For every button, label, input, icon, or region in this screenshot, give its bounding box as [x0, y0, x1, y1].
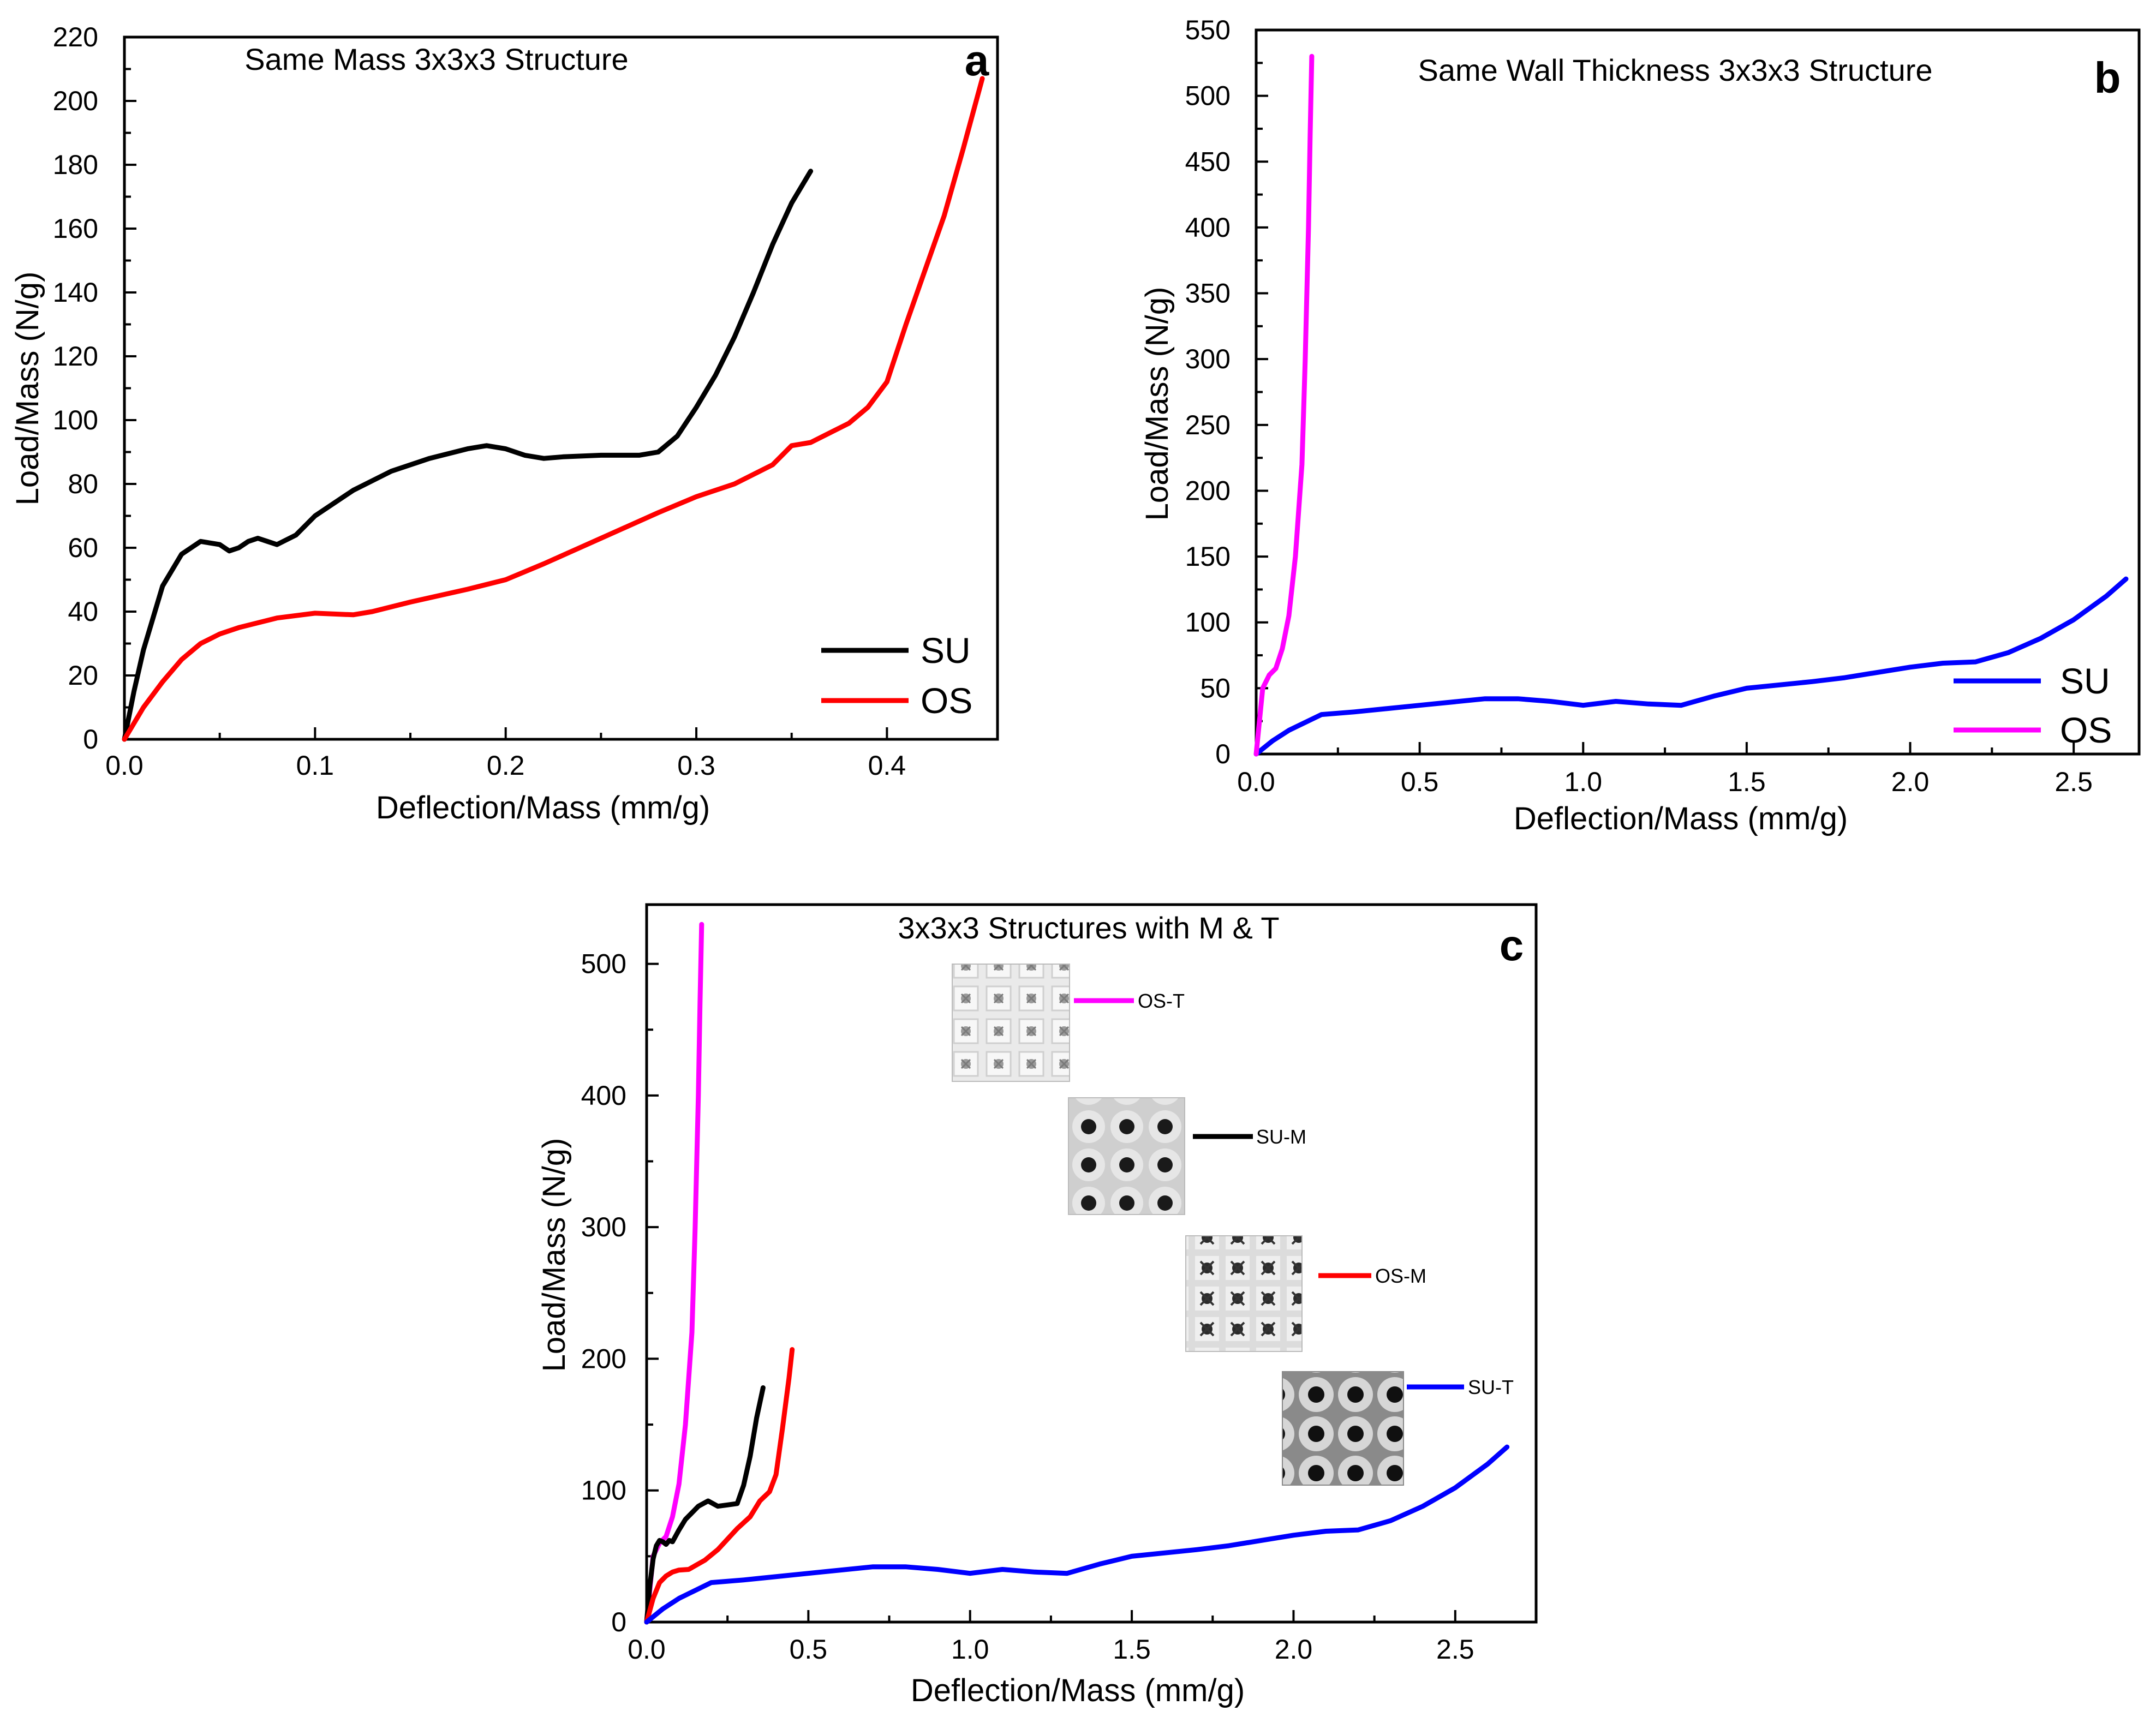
panel-a-title: Same Mass 3x3x3 Structure: [244, 42, 628, 76]
panel-b-y-tick-label: 350: [1185, 278, 1231, 309]
panel-b-x-tick-label: 1.5: [1728, 767, 1766, 797]
panel-a-series-os: [122, 76, 985, 742]
panel-b-series-os: [1253, 53, 1315, 757]
panel-b-x-tick-label: 1.0: [1564, 767, 1603, 797]
panel-c-series-os-t: [644, 922, 704, 1625]
panel-c-legend-label-os-m: OS-M: [1375, 1265, 1426, 1287]
panel-c-series-su-m: [644, 1385, 766, 1625]
panel-c-x-tick-label: 0.5: [790, 1634, 828, 1665]
panel-c-y-ticks: 0 100 200 300 400 500: [581, 949, 659, 1637]
panel-a-y-tick-label: 100: [53, 405, 98, 435]
panel-b-series-su: [1253, 576, 2129, 757]
panel-b-y-tick-label: 500: [1185, 81, 1231, 111]
panel-b-series: [1253, 53, 2129, 757]
panel-a-series-su: [122, 169, 814, 742]
panel-c-y-tick-label: 100: [581, 1475, 626, 1506]
panel-b-x-ticks: 0.0 0.5 1.0 1.5 2.0 2.5: [1237, 742, 2093, 797]
panel-b-y-tick-label: 150: [1185, 541, 1231, 572]
panel-b-y-ticks: 0 50 100 150 200 250 300 350 400 450 500 550: [1185, 15, 1268, 769]
panel-a-y-tick-label: 160: [53, 213, 98, 244]
panel-a-y-tick-label: 120: [53, 341, 98, 372]
panel-c-y-tick-label: 200: [581, 1343, 626, 1374]
panel-c-legend-label-su-m: SU-M: [1256, 1126, 1306, 1148]
panel-c-title: 3x3x3 Structures with M & T: [898, 911, 1279, 945]
panel-a-x-tick-label: 0.3: [677, 750, 715, 781]
panel-b-y-tick-label: 450: [1185, 146, 1231, 177]
panel-c-y-tick-label: 500: [581, 949, 626, 979]
panel-a-y-tick-label: 140: [53, 277, 98, 308]
panel-b-frame: [1255, 28, 2141, 756]
panel-b-x-axis-title: Deflection/Mass (mm/g): [1514, 801, 1848, 836]
panel-c-series-su-t: [644, 1444, 1510, 1625]
panel-a-x-ticks: 0.0 0.1 0.2 0.3 0.4: [105, 727, 906, 781]
panel-c-x-axis-title: Deflection/Mass (mm/g): [911, 1673, 1245, 1708]
panel-a-y-tick-label: 20: [68, 660, 98, 691]
panel-a-y-tick-label: 180: [53, 149, 98, 180]
panel-c-y-tick-label: 0: [611, 1607, 626, 1637]
panel-c-legend-label-su-t: SU-T: [1468, 1376, 1514, 1398]
panel-a-series: [122, 76, 985, 742]
os-t-sample-photo: [952, 964, 1070, 1082]
panel-b-x-tick-label: 0.0: [1237, 767, 1275, 797]
panel-b-chart: Same Wall Thickness 3x3x3 Structure b 0.…: [1139, 15, 2141, 836]
panel-b-y-axis-title: Load/Mass (N/g): [1139, 287, 1175, 521]
os-m-sample-photo: [1185, 1235, 1303, 1352]
panel-b-y-tick-label: 400: [1185, 212, 1231, 243]
panel-c-frame: [645, 903, 1538, 1624]
panel-b-y-tick-label: 300: [1185, 344, 1231, 374]
panel-b-legend-label-su: SU: [2060, 661, 2110, 701]
panel-c-x-tick-label: 1.0: [951, 1634, 989, 1665]
panel-a-x-tick-label: 0.0: [105, 750, 144, 781]
panel-c-y-axis-title: Load/Mass (N/g): [536, 1138, 572, 1372]
panel-c-x-tick-label: 2.5: [1436, 1634, 1474, 1665]
panel-c-legend: OS-T SU-M OS-M SU-T: [952, 964, 1514, 1486]
panel-a-y-tick-label: 40: [68, 596, 98, 627]
panel-a-x-tick-label: 0.1: [296, 750, 335, 781]
panel-a-legend-label-os: OS: [921, 680, 972, 721]
panel-c-x-tick-label: 0.0: [628, 1634, 666, 1665]
panel-b-title: Same Wall Thickness 3x3x3 Structure: [1418, 53, 1932, 87]
panel-a-y-tick-label: 200: [53, 86, 98, 116]
panel-c-y-tick-label: 300: [581, 1212, 626, 1242]
panel-a-y-tick-label: 0: [83, 724, 98, 755]
panel-a-x-axis-title: Deflection/Mass (mm/g): [376, 790, 710, 825]
panel-b-y-tick-label: 550: [1185, 15, 1231, 45]
panel-c-x-ticks: 0.0 0.5 1.0 1.5 2.0 2.5: [628, 1610, 1474, 1665]
panel-a-y-tick-label: 60: [68, 533, 98, 563]
panel-c-series: [644, 922, 1510, 1625]
panel-a-legend: SU OS: [821, 630, 972, 721]
panel-c-x-tick-label: 1.5: [1113, 1634, 1151, 1665]
panel-b-y-tick-label: 250: [1185, 410, 1231, 440]
panel-b-letter: b: [2094, 53, 2121, 102]
panel-a-y-tick-label: 80: [68, 469, 98, 499]
panel-c-chart: 3x3x3 Structures with M & T c 0.0 0.5 1.0 1…: [536, 903, 1538, 1708]
panel-b-x-tick-label: 2.5: [2055, 767, 2093, 797]
panel-c-x-tick-label: 2.0: [1275, 1634, 1313, 1665]
panel-a-x-tick-label: 0.4: [868, 750, 906, 781]
panel-a-letter: a: [965, 36, 989, 85]
panel-b-legend-label-os: OS: [2060, 710, 2112, 750]
su-m-sample-photo: [1068, 1097, 1185, 1215]
panel-a-frame: [123, 35, 999, 741]
panel-c-y-tick-label: 400: [581, 1080, 626, 1111]
panel-b-x-tick-label: 0.5: [1401, 767, 1439, 797]
panel-a-x-tick-label: 0.2: [487, 750, 525, 781]
su-t-sample-photo: [1282, 1371, 1404, 1486]
panel-a-y-ticks: 0 20 40 60 80 100 120 140 160 180 200 220: [53, 22, 136, 755]
panel-b-y-tick-label: 0: [1215, 739, 1231, 769]
panel-b-y-tick-label: 200: [1185, 475, 1231, 506]
panel-b-y-tick-label: 100: [1185, 607, 1231, 638]
panel-a-y-tick-label: 220: [53, 22, 98, 52]
panel-b-x-tick-label: 2.0: [1891, 767, 1930, 797]
panel-a-chart: Same Mass 3x3x3 Structure a 0.0 0.1 0.2 0.3…: [10, 22, 999, 825]
panel-b-legend: SU OS: [1954, 661, 2112, 750]
panel-c-letter: c: [1500, 921, 1524, 970]
panel-c-series-os-m: [644, 1347, 795, 1625]
panel-a-legend-label-su: SU: [921, 630, 971, 671]
panel-c-legend-label-os-t: OS-T: [1138, 990, 1185, 1012]
panel-a-y-axis-title: Load/Mass (N/g): [10, 272, 45, 506]
panel-b-y-tick-label: 50: [1200, 673, 1231, 703]
